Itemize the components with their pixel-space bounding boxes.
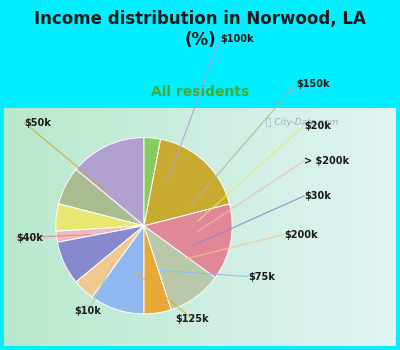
Text: > $200k: > $200k	[304, 156, 349, 166]
Wedge shape	[92, 226, 144, 314]
Text: $75k: $75k	[248, 272, 275, 281]
Wedge shape	[144, 226, 171, 314]
Wedge shape	[56, 226, 144, 242]
Text: $200k: $200k	[284, 230, 318, 239]
Text: $40k: $40k	[16, 233, 43, 243]
Text: $150k: $150k	[296, 79, 330, 89]
Wedge shape	[144, 139, 230, 226]
Wedge shape	[58, 169, 144, 226]
Wedge shape	[56, 204, 144, 231]
Wedge shape	[144, 226, 215, 310]
Wedge shape	[76, 138, 144, 226]
Text: All residents: All residents	[151, 85, 249, 99]
Wedge shape	[76, 226, 144, 297]
Wedge shape	[144, 138, 160, 226]
Text: $100k: $100k	[220, 34, 254, 43]
Wedge shape	[57, 226, 144, 282]
Wedge shape	[144, 204, 232, 278]
Text: $10k: $10k	[74, 307, 102, 316]
Text: $30k: $30k	[304, 191, 331, 201]
Text: ⓘ City-Data.com: ⓘ City-Data.com	[266, 118, 338, 127]
Text: $50k: $50k	[24, 118, 51, 127]
Text: $125k: $125k	[175, 314, 209, 323]
Text: Income distribution in Norwood, LA
(%): Income distribution in Norwood, LA (%)	[34, 10, 366, 49]
Text: $20k: $20k	[304, 121, 331, 131]
